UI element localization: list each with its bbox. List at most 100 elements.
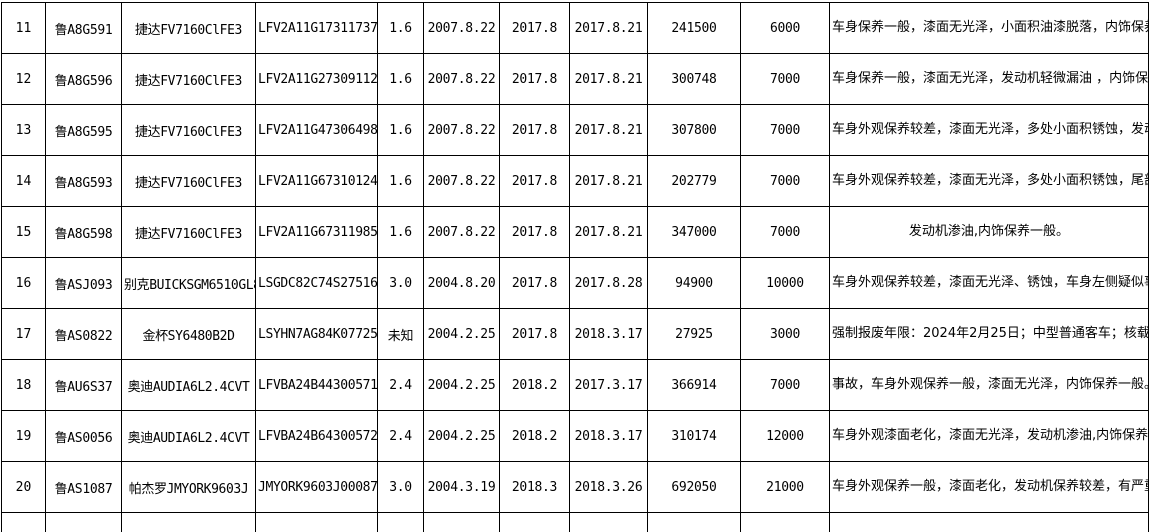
cell-register-date: 2004.8.20 xyxy=(423,257,500,309)
cell-mileage xyxy=(647,512,741,532)
cell-condition-description: 车身保养一般，漆面无光泽，发动机轻微漏油 ，内饰保养良一般。 xyxy=(829,53,1149,105)
cell-license-plate: 鲁AS1087 xyxy=(45,461,122,513)
cell-vehicle-model: 捷达FV7160ClFE3 xyxy=(121,104,256,156)
cell-displacement: 未知 xyxy=(377,308,424,360)
cell-condition-description xyxy=(829,512,1149,532)
cell-vin: JMYORK9603J000875 xyxy=(255,461,378,513)
cell-mileage: 307800 xyxy=(647,104,741,156)
cell-displacement: 1.6 xyxy=(377,2,424,54)
cell-date-2: 2017.8 xyxy=(499,2,570,54)
cell-row-number: 15 xyxy=(1,206,46,258)
cell-condition-description: 车身外观保养较差，漆面无光泽，多处小面积锈蚀，尾部事故，后尾箱锈蚀，发动机轻微渗… xyxy=(829,155,1149,207)
cell-vehicle-model: 帕杰罗JMYORK9603J xyxy=(121,461,256,513)
cell-condition-description: 发动机渗油,内饰保养一般。 xyxy=(829,206,1149,258)
cell-date-2: 2018.3 xyxy=(499,461,570,513)
cell-date-2: 2017.8 xyxy=(499,155,570,207)
cell-date-3: 2017.8.21 xyxy=(569,53,648,105)
cell-vin: LSGDC82C74S275166 xyxy=(255,257,378,309)
cell-mileage: 241500 xyxy=(647,2,741,54)
table-row: 20 鲁AS1087 帕杰罗JMYORK9603J JMYORK9603J000… xyxy=(1,461,1149,513)
table-row: 16 鲁ASJ093 别克BUICKSGM6510GL8 LSGDC82C74S… xyxy=(1,257,1149,309)
cell-price: 21000 xyxy=(740,461,830,513)
cell-license-plate: 鲁AU6S37 xyxy=(45,359,122,411)
cell-condition-description: 事故，车身外观保养一般，漆面无光泽，内饰保养一般。 xyxy=(829,359,1149,411)
cell-vehicle-model: 金杯SY6480B2D xyxy=(121,308,256,360)
cell-date-3: 2017.8.28 xyxy=(569,257,648,309)
cell-mileage: 202779 xyxy=(647,155,741,207)
cell-date-2: 2017.8 xyxy=(499,257,570,309)
cell-register-date: 2007.8.22 xyxy=(423,2,500,54)
cell-vehicle-model: 别克BUICKSGM6510GL8 xyxy=(121,257,256,309)
cell-date-2: 2018.2 xyxy=(499,359,570,411)
cell-register-date: 2004.2.25 xyxy=(423,359,500,411)
table-row: 19 鲁AS0056 奥迪AUDIA6L2.4CVT LFVBA24B64300… xyxy=(1,410,1149,462)
cell-mileage: 347000 xyxy=(647,206,741,258)
cell-date-3: 2017.8.21 xyxy=(569,104,648,156)
cell-vin: LFVBA24B443005714 xyxy=(255,359,378,411)
cell-date-3: 2017.8.21 xyxy=(569,206,648,258)
cell-vehicle-model xyxy=(121,512,256,532)
cell-row-number: 18 xyxy=(1,359,46,411)
cell-license-plate xyxy=(45,512,122,532)
table-row: 12 鲁A8G596 捷达FV7160ClFE3 LFV2A11G2730911… xyxy=(1,53,1149,105)
cell-register-date: 2004.2.25 xyxy=(423,308,500,360)
cell-register-date: 2007.8.22 xyxy=(423,104,500,156)
cell-date-2: 2017.8 xyxy=(499,308,570,360)
cell-vin: LFVBA24B643005729 xyxy=(255,410,378,462)
cell-displacement: 2.4 xyxy=(377,410,424,462)
cell-condition-description: 车身外观保养一般，漆面老化，发动机保养较差，有严重漏油，内饰保养较差。 xyxy=(829,461,1149,513)
cell-price: 7000 xyxy=(740,359,830,411)
cell-price: 7000 xyxy=(740,53,830,105)
table-row: 18 鲁AU6S37 奥迪AUDIA6L2.4CVT LFVBA24B44300… xyxy=(1,359,1149,411)
cell-mileage: 692050 xyxy=(647,461,741,513)
cell-displacement: 1.6 xyxy=(377,104,424,156)
table-row: 17 鲁AS0822 金杯SY6480B2D LSYHN7AG84K077251… xyxy=(1,308,1149,360)
cell-condition-description: 车身外观漆面老化，漆面无光泽，发动机渗油,内饰保养一般 xyxy=(829,410,1149,462)
cell-date-2 xyxy=(499,512,570,532)
cell-row-number xyxy=(1,512,46,532)
cell-register-date: 2004.3.19 xyxy=(423,461,500,513)
cell-register-date xyxy=(423,512,500,532)
cell-license-plate: 鲁AS0056 xyxy=(45,410,122,462)
cell-price: 6000 xyxy=(740,2,830,54)
cell-register-date: 2004.2.25 xyxy=(423,410,500,462)
cell-date-2: 2017.8 xyxy=(499,206,570,258)
cell-price: 3000 xyxy=(740,308,830,360)
cell-date-3 xyxy=(569,512,648,532)
cell-date-3: 2018.3.17 xyxy=(569,410,648,462)
cell-displacement: 2.4 xyxy=(377,359,424,411)
cell-displacement: 1.6 xyxy=(377,53,424,105)
cell-mileage: 366914 xyxy=(647,359,741,411)
cell-vehicle-model: 捷达FV7160ClFE3 xyxy=(121,206,256,258)
cell-row-number: 11 xyxy=(1,2,46,54)
cell-row-number: 14 xyxy=(1,155,46,207)
cell-mileage: 27925 xyxy=(647,308,741,360)
cell-vehicle-model: 捷达FV7160ClFE3 xyxy=(121,155,256,207)
cell-vin: LFV2A11G173117370 xyxy=(255,2,378,54)
cell-row-number: 17 xyxy=(1,308,46,360)
cell-displacement: 1.6 xyxy=(377,155,424,207)
cell-date-3: 2017.8.21 xyxy=(569,155,648,207)
cell-license-plate: 鲁A8G598 xyxy=(45,206,122,258)
cell-vehicle-model: 奥迪AUDIA6L2.4CVT xyxy=(121,359,256,411)
cell-vin: LFV2A11G473064986 xyxy=(255,104,378,156)
cell-vin: LSYHN7AG84K077251 xyxy=(255,308,378,360)
cell-row-number: 20 xyxy=(1,461,46,513)
cell-row-number: 19 xyxy=(1,410,46,462)
cell-displacement: 3.0 xyxy=(377,257,424,309)
cell-vehicle-model: 奥迪AUDIA6L2.4CVT xyxy=(121,410,256,462)
cell-row-number: 12 xyxy=(1,53,46,105)
cell-date-3: 2017.3.17 xyxy=(569,359,648,411)
cell-vehicle-model: 捷达FV7160ClFE3 xyxy=(121,2,256,54)
cell-register-date: 2007.8.22 xyxy=(423,53,500,105)
cell-vehicle-model: 捷达FV7160ClFE3 xyxy=(121,53,256,105)
cell-date-3: 2018.3.17 xyxy=(569,308,648,360)
cell-row-number: 13 xyxy=(1,104,46,156)
cell-vin: LFV2A11G273091121 xyxy=(255,53,378,105)
cell-displacement: 3.0 xyxy=(377,461,424,513)
cell-date-2: 2017.8 xyxy=(499,53,570,105)
cell-date-2: 2018.2 xyxy=(499,410,570,462)
cell-license-plate: 鲁ASJ093 xyxy=(45,257,122,309)
